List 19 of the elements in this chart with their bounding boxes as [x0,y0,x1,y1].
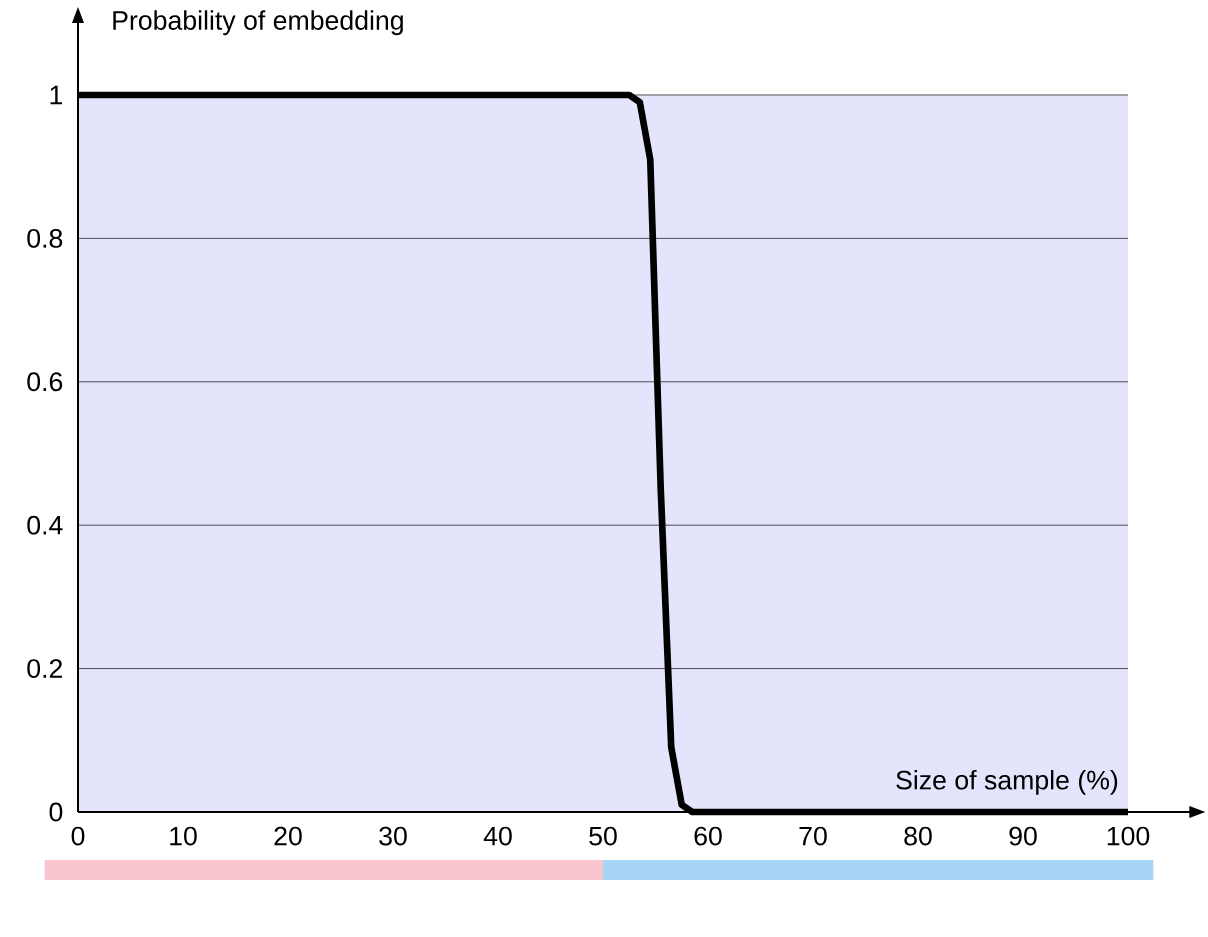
y-tick-label: 0.2 [27,659,62,679]
x-axis-title: Size of sample (%) [896,769,1118,795]
y-tick-label: 0.6 [27,372,63,392]
x-tick-label: 0 [71,826,85,846]
x-tick-label: 20 [274,826,302,846]
x-tick-label: 80 [904,826,932,846]
y-tick-label: 0.8 [27,228,63,248]
x-tick-label: 70 [799,826,827,846]
x-tick-label: 90 [1009,826,1037,846]
y-tick-label: 0.4 [27,515,63,535]
x-tick-label: 100 [1107,826,1150,846]
x-tick-label: 10 [170,826,197,846]
y-tick-label: 1 [50,85,63,105]
y-axis-title: Probability of embedding [113,10,403,36]
x-tick-label: 40 [483,826,512,846]
x-tick-label: 30 [379,826,407,846]
x-tick-label: 60 [694,826,722,846]
y-tick-label: 0 [49,802,63,822]
x-tick-label: 50 [589,826,617,846]
